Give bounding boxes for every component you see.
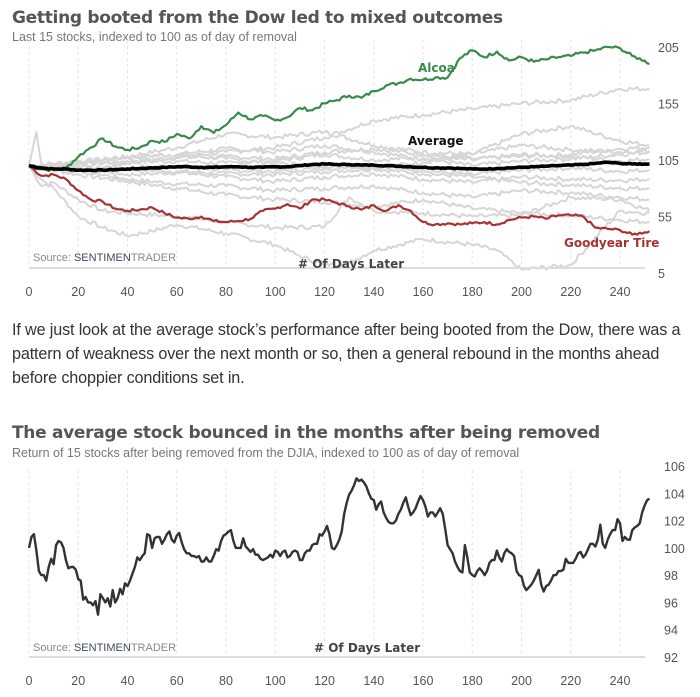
- chart1-series-stock-g: [28, 164, 650, 202]
- chart2-x-tick-label: 100: [265, 674, 286, 688]
- chart2-x-ticks: 0 20 40 60 80 100 120 140 160 180 200 220 240: [26, 674, 631, 688]
- chart2-x-tick-label: 160: [413, 674, 434, 688]
- chart2-title: The average stock bounced in the months …: [12, 423, 600, 443]
- chart2-y-tick-label: 106: [664, 460, 685, 474]
- chart2-x-tick-label: 0: [26, 674, 33, 688]
- chart2-y-tick-label: 94: [664, 624, 678, 638]
- chart2-y-tick-label: 102: [664, 515, 685, 529]
- chart1-x-tick-label: 100: [265, 285, 286, 299]
- chart2-source: Source: SENTIMENTRADER: [33, 642, 176, 654]
- chart1-annotation-alcoa: Alcoa: [418, 61, 455, 75]
- chart1-x-axis-label: # Of Days Later: [298, 257, 404, 271]
- chart1-y-tick-label: 155: [658, 98, 679, 112]
- chart1-series-alcoa: [28, 45, 650, 173]
- chart2-x-tick-label: 200: [511, 674, 532, 688]
- chart1-x-tick-label: 40: [121, 285, 135, 299]
- chart2-y-tick-label: 96: [664, 596, 678, 610]
- chart1-x-tick-label: 120: [314, 285, 335, 299]
- chart1-highlight-series: [28, 45, 651, 236]
- chart2-x-tick-label: 240: [610, 674, 631, 688]
- chart2-y-tick-label: 98: [664, 569, 678, 583]
- chart1-series-stock-i: [28, 164, 650, 271]
- chart2-x-axis-label: # Of Days Later: [314, 641, 420, 655]
- chart2-y-tick-label: 92: [664, 651, 678, 665]
- chart1-x-ticks: 0 20 40 60 80 100 120 140 160 180 200 220 240: [26, 285, 631, 299]
- chart1-x-tick-label: 220: [560, 285, 581, 299]
- chart1-source: Source: SENTIMENTRADER: [33, 252, 176, 264]
- chart1-annotation-goodyear: Goodyear Tire: [564, 236, 659, 250]
- chart1-y-tick-label: 55: [658, 211, 672, 225]
- chart1-x-tick-label: 160: [413, 285, 434, 299]
- chart2-subtitle: Return of 15 stocks after being removed …: [12, 446, 520, 460]
- chart1-series-goodyear-tire: [28, 164, 651, 236]
- chart1-y-tick-label: 5: [658, 267, 665, 281]
- chart2-x-tick-label: 180: [462, 674, 483, 688]
- chart2-x-tick-label: 220: [560, 674, 581, 688]
- chart2-x-tick-label: 120: [314, 674, 335, 688]
- chart2-x-tick-label: 60: [170, 674, 184, 688]
- chart2-series: [27, 477, 651, 616]
- chart1-series-stock-h: [28, 165, 651, 231]
- chart1-x-tick-label: 240: [610, 285, 631, 299]
- chart1-series-stock-m: [29, 125, 650, 171]
- chart2-x-tick-label: 80: [219, 674, 233, 688]
- chart1-annotation-average: Average: [408, 134, 464, 148]
- chart1-series-average: [28, 160, 650, 173]
- chart2-gridlines: [28, 470, 621, 657]
- chart1-series-stock-d: [29, 151, 650, 169]
- chart1-title: Getting booted from the Dow led to mixed…: [12, 8, 503, 28]
- chart1-x-tick-label: 0: [26, 285, 33, 299]
- chart1-x-tick-label: 140: [363, 285, 384, 299]
- chart2-x-tick-label: 140: [363, 674, 384, 688]
- chart1-series-stock-f: [28, 163, 650, 185]
- chart1-plot: 0 20 40 60 80 100 120 140 160 180 200 220 240 555105…: [26, 40, 679, 299]
- chart1-x-tick-label: 80: [219, 285, 233, 299]
- chart1-x-tick-label: 180: [462, 285, 483, 299]
- chart2-y-ticks: 92 94 96 98 100 102 104 106: [664, 460, 685, 665]
- chart1-y-tick-label: 205: [658, 41, 679, 55]
- chart2-y-tick-label: 100: [664, 542, 685, 556]
- chart1-other-stocks: [28, 86, 651, 271]
- chart2-x-tick-label: 20: [71, 674, 85, 688]
- chart2-y-tick-label: 104: [664, 487, 685, 501]
- chart1-x-tick-label: 200: [511, 285, 532, 299]
- chart2-x-tick-label: 40: [121, 674, 135, 688]
- body-paragraph: If we just look at the average stock’s p…: [12, 321, 681, 387]
- chart1-x-tick-label: 20: [71, 285, 85, 299]
- chart2-series-average: [27, 477, 651, 616]
- chart1-x-tick-label: 60: [170, 285, 184, 299]
- chart1-y-tick-label: 105: [658, 154, 679, 168]
